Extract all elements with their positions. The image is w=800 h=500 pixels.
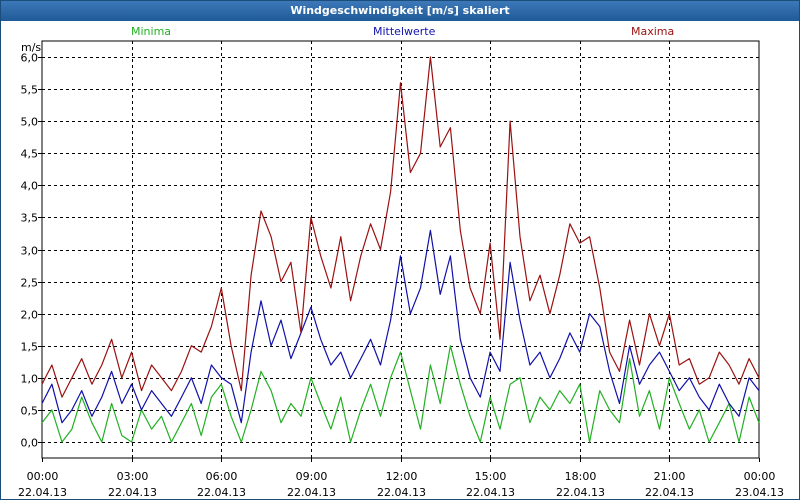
y-tick-label: 1,0 [21, 373, 39, 386]
x-tick-time: 00:00 [27, 470, 59, 483]
legend-maxima: Maxima [631, 25, 675, 38]
x-tick-time: 12:00 [386, 470, 418, 483]
y-tick-label: 5,0 [21, 116, 39, 129]
x-tick-date: 22.04.13 [108, 486, 157, 499]
legend-minima: Minima [131, 25, 172, 38]
y-tick-label: 4,0 [21, 180, 39, 193]
x-tick-time: 15:00 [475, 470, 507, 483]
x-tick-date: 22.04.13 [287, 486, 336, 499]
x-tick-date: 22.04.13 [197, 486, 246, 499]
x-tick-date: 22.04.13 [466, 486, 515, 499]
series-line-mittelwerte [41, 229, 760, 424]
y-tick-label: 3,5 [21, 212, 39, 225]
y-axis-unit: m/s [21, 41, 42, 54]
y-tick-label: 4,5 [21, 148, 39, 161]
series-line-minima [41, 345, 760, 443]
x-tick-date: 22.04.13 [377, 486, 426, 499]
x-tick-time: 09:00 [296, 470, 328, 483]
x-tick-date: 22.04.13 [645, 486, 694, 499]
window-title: Windgeschwindigkeit [m/s] skaliert [1, 1, 799, 21]
plot-frame [41, 40, 760, 459]
x-tick-date: 23.04.13 [735, 486, 784, 499]
x-tick-time: 18:00 [565, 470, 597, 483]
y-tick-label: 6,0 [21, 52, 39, 65]
x-tick-date: 22.04.13 [18, 486, 67, 499]
y-tick-label: 0,0 [21, 437, 39, 450]
x-tick-time: 00:00 [744, 470, 776, 483]
x-tick-time: 21:00 [654, 470, 686, 483]
y-tick-label: 2,5 [21, 277, 39, 290]
y-tick-label: 1,5 [21, 341, 39, 354]
legend-mittelwerte: Mittelwerte [373, 25, 436, 38]
x-tick-time: 06:00 [206, 470, 238, 483]
series-line-maxima [41, 56, 760, 398]
x-tick-date: 22.04.13 [556, 486, 605, 499]
y-tick-label: 0,5 [21, 405, 39, 418]
y-tick-label: 3,0 [21, 245, 39, 258]
x-tick-time: 03:00 [117, 470, 149, 483]
y-tick-label: 2,0 [21, 309, 39, 322]
y-tick-label: 5,5 [21, 84, 39, 97]
